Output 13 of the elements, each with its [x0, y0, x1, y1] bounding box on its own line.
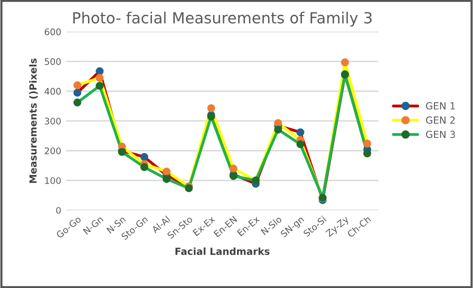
y-axis-title: Measurements ()Pixels: [29, 58, 38, 183]
legend-label: GEN 3: [426, 130, 455, 138]
y-tick-label: 300: [44, 118, 61, 125]
x-axis-title: Facial Landmarks: [176, 247, 270, 255]
y-tick-label: 600: [44, 28, 61, 36]
chart-title: Photo- facial Measurements of Family 3: [73, 12, 372, 27]
y-tick-label: 400: [44, 88, 61, 95]
y-tick-label: 500: [44, 58, 61, 65]
y-tick-label: 0: [56, 206, 61, 214]
y-tick-label: 200: [44, 147, 61, 154]
y-tick-label: 100: [45, 177, 61, 184]
legend-label: GEN 1: [426, 102, 455, 110]
legend-label: GEN 2: [426, 116, 455, 124]
